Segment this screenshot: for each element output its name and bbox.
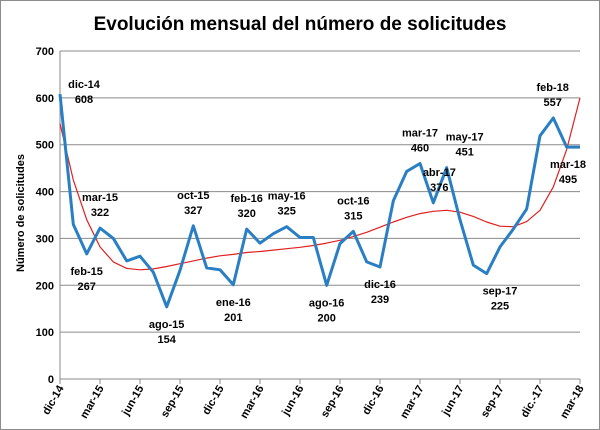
y-tick-labels: 0 100 200 300 400 500 600 700 (36, 46, 54, 386)
x-tick-label: dic-15 (200, 384, 226, 418)
data-label-value: 201 (224, 312, 242, 324)
y-tick-label: 400 (36, 187, 54, 199)
data-label-month: may-16 (268, 191, 306, 203)
data-label-month: mar-18 (550, 159, 586, 171)
x-tick-label: sep-16 (319, 384, 347, 420)
data-label-month: sep-17 (483, 286, 518, 298)
data-labels: dic-14 608 feb-15 267 mar-15 322 ago-15 154 oct-… (68, 79, 586, 346)
x-tick-label: dic-14 (40, 383, 67, 417)
x-tick-label: jun-16 (280, 384, 307, 419)
data-label-value: 557 (543, 97, 561, 109)
y-tick-label: 700 (36, 46, 54, 58)
data-label-value: 460 (411, 142, 429, 154)
data-label-month: dic-16 (364, 279, 396, 291)
x-tick-label: mar-17 (398, 384, 426, 421)
x-tick-label: jun-15 (120, 384, 147, 419)
x-tick-label: mar-18 (558, 384, 586, 421)
axes (59, 51, 581, 384)
data-label-month: oct-15 (177, 190, 209, 202)
data-label-value: 327 (184, 205, 202, 217)
y-tick-label: 0 (48, 374, 54, 386)
data-label-value: 315 (344, 210, 362, 222)
data-label-month: oct-16 (337, 195, 369, 207)
series-line-solicitudes (58, 93, 580, 309)
x-tick-label: jun-17 (440, 384, 467, 419)
series-line-trend (59, 97, 581, 271)
data-label-month: abr-17 (423, 167, 456, 179)
data-label-month: feb-18 (536, 82, 568, 94)
data-label-value: 239 (371, 294, 389, 306)
y-tick-label: 100 (36, 327, 54, 339)
x-tick-label: mar-16 (238, 384, 266, 421)
data-label-value: 154 (157, 334, 176, 346)
data-label-month: dic-14 (68, 79, 101, 91)
y-axis-label: Número de solicitudes (15, 154, 27, 272)
x-tick-label: sep-15 (159, 384, 187, 420)
y-tick-label: 600 (36, 93, 54, 105)
data-label-month: ago-15 (149, 319, 184, 331)
data-label-value: 325 (277, 206, 295, 218)
x-tick-label: sep-17 (479, 384, 507, 420)
data-label-value: 267 (77, 281, 95, 293)
data-label-month: ago-16 (309, 297, 344, 309)
series-lines (58, 93, 581, 309)
data-label-value: 376 (430, 182, 448, 194)
gridlines (60, 50, 580, 333)
data-label-month: ene-16 (216, 297, 251, 309)
data-label-month: mar-17 (402, 127, 438, 139)
chart-title: Evolución mensual del número de solicitu… (94, 14, 507, 35)
y-tick-label: 300 (36, 233, 54, 245)
x-tick-label: dic.-17 (519, 384, 547, 420)
x-tick-label: dic-16 (360, 384, 386, 418)
data-label-value: 320 (237, 208, 255, 220)
data-label-month: feb-16 (230, 193, 262, 205)
x-tick-label: mar-15 (78, 384, 106, 421)
data-label-value: 225 (491, 301, 509, 313)
data-label-month: mar-15 (82, 192, 118, 204)
data-label-value: 200 (317, 312, 335, 324)
y-tick-label: 200 (36, 280, 54, 292)
data-label-value: 608 (75, 94, 93, 106)
data-label-month: feb-15 (70, 266, 102, 278)
data-label-value: 322 (91, 207, 109, 219)
data-label-value: 451 (455, 147, 473, 159)
data-label-value: 495 (559, 174, 577, 186)
y-tick-label: 500 (36, 140, 54, 152)
data-label-month: may-17 (446, 132, 484, 144)
x-tick-labels: dic-14 mar-15 jun-15 sep-15 dic-15 mar-16 jun-… (40, 383, 586, 421)
